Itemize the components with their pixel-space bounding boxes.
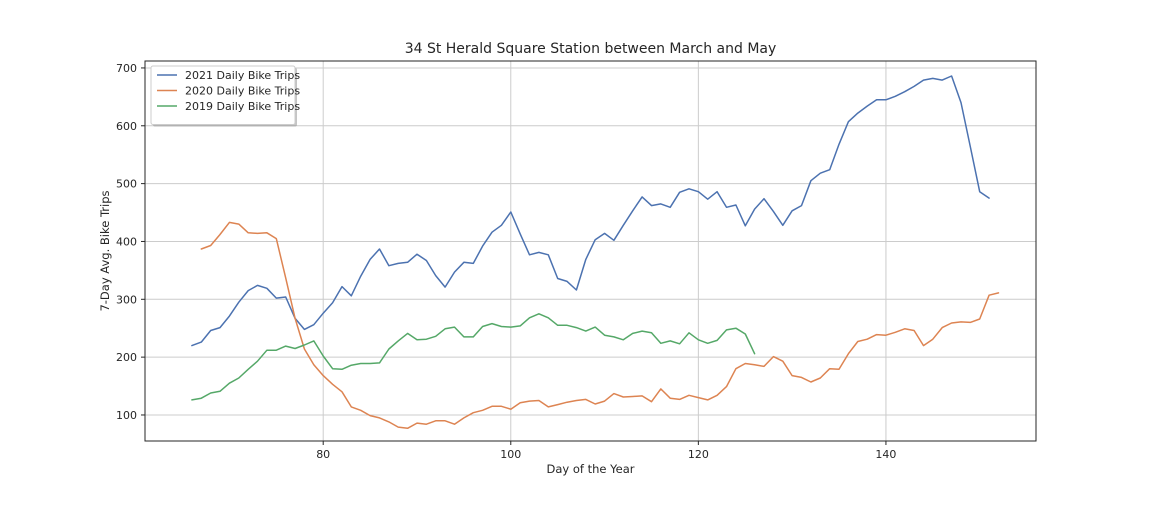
x-axis-label: Day of the Year — [547, 462, 635, 476]
x-tick-label: 80 — [316, 448, 330, 461]
y-tick-label: 600 — [116, 120, 137, 133]
series-lines — [191, 75, 1000, 430]
y-tick-label: 700 — [116, 62, 137, 75]
y-tick-label: 100 — [116, 409, 137, 422]
x-tick-label: 100 — [500, 448, 521, 461]
chart-title: 34 St Herald Square Station between Marc… — [405, 41, 777, 57]
legend-box — [150, 65, 296, 125]
legend-label-2: 2020 Daily Bike Trips — [185, 85, 300, 98]
y-tick-label: 400 — [116, 235, 137, 248]
y-axis-label: 7-Day Avg. Bike Trips — [98, 190, 112, 311]
axis-ticks: 80 100 120 140 100 200 300 400 500 600 700 — [116, 62, 896, 461]
legend: 2021 Daily Bike Trips 2020 Daily Bike Tri… — [150, 65, 300, 127]
y-tick-label: 200 — [116, 351, 137, 364]
series-line-3 — [191, 313, 756, 401]
x-tick-label: 140 — [875, 448, 896, 461]
series-line-2 — [200, 221, 1000, 430]
y-tick-label: 500 — [116, 178, 137, 191]
x-tick-label: 120 — [688, 448, 709, 461]
series-line-1 — [191, 75, 990, 347]
plot-frame — [144, 60, 1037, 442]
legend-label-1: 2021 Daily Bike Trips — [185, 69, 300, 82]
legend-label-3: 2019 Daily Bike Trips — [185, 100, 300, 113]
y-tick-label: 300 — [116, 293, 137, 306]
